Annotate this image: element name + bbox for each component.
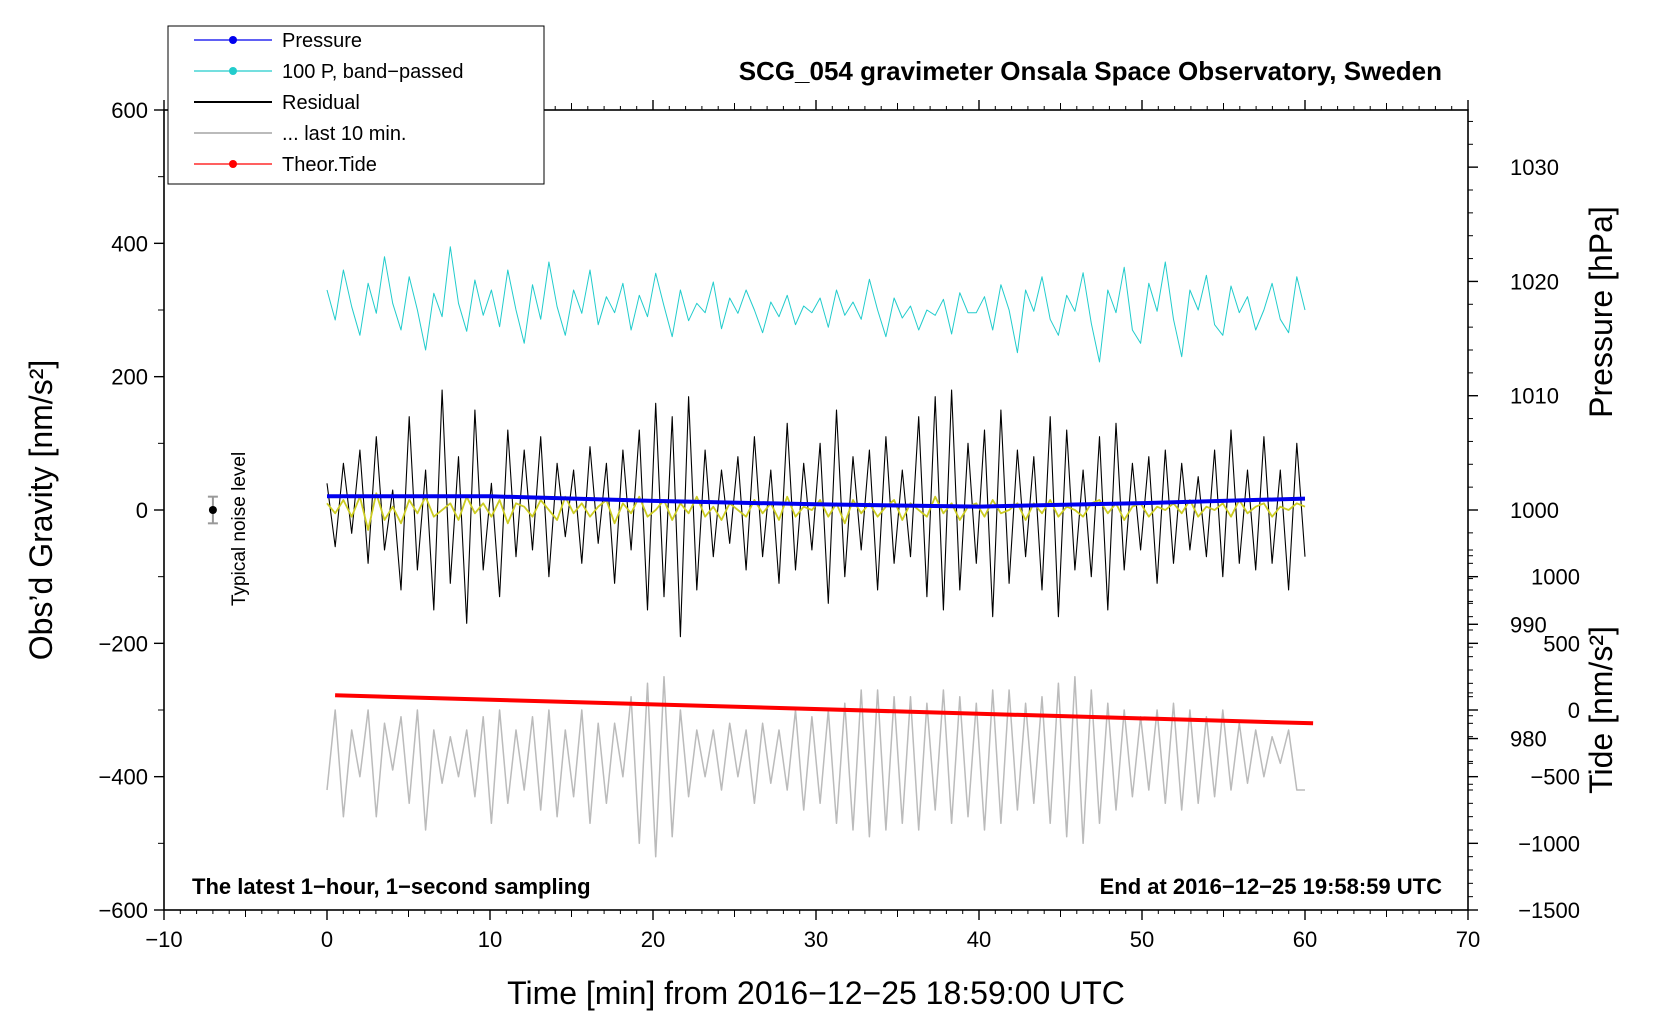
x-tick-label: 0 — [321, 927, 333, 952]
y-left-tick-label: −200 — [98, 631, 148, 656]
y-left-tick-label: 200 — [111, 365, 148, 390]
series-100-p-band-passed — [326, 246, 1306, 363]
chart-title: SCG_054 gravimeter Onsala Space Observat… — [739, 56, 1442, 86]
noise-label: Typical noise level — [229, 452, 250, 606]
noise-marker — [207, 495, 218, 525]
legend-label: 100 P, band−passed — [282, 61, 463, 83]
x-tick-label: 40 — [967, 927, 991, 952]
legend: Pressure 100 P, band−passed Residual ... la… — [167, 25, 545, 185]
tide-tick-label: −1000 — [1518, 831, 1580, 856]
x-tick-label: 70 — [1456, 927, 1480, 952]
pressure-tick-label: 1020 — [1510, 269, 1559, 294]
y-left-tick-label: −400 — [98, 765, 148, 790]
x-axis-title: Time [min] from 2016−12−25 18:59:00 UTC — [507, 975, 1125, 1011]
plot-frame — [163, 109, 1469, 911]
tide-axis-ticks: 1000 500 0 −500 −1000 −1500 — [1468, 549, 1580, 923]
legend-label: ... last 10 min. — [282, 123, 407, 145]
y-left-tick-label: 400 — [111, 231, 148, 256]
tide-tick-label: −500 — [1530, 765, 1580, 790]
note-right: End at 2016−12−25 19:58:59 UTC — [1100, 874, 1443, 899]
series-layer — [326, 246, 1314, 858]
pressure-tick-label: 990 — [1510, 612, 1547, 637]
x-axis-ticks: −10 0 10 20 30 40 50 60 70 — [145, 100, 1480, 952]
noise-point — [208, 506, 217, 514]
tide-tick-label: 1000 — [1531, 565, 1580, 590]
note-left: The latest 1−hour, 1−second sampling — [192, 874, 591, 899]
legend-label: Residual — [282, 92, 360, 114]
tide-tick-label: 500 — [1543, 631, 1580, 656]
y-left-tick-label: 0 — [136, 498, 148, 523]
y-left-axis-title: Obs’d Gravity [nm/s²] — [23, 360, 59, 661]
legend-box — [167, 25, 545, 185]
pressure-tick-label: 980 — [1510, 727, 1547, 752]
x-tick-label: 30 — [804, 927, 828, 952]
pressure-axis-title: Pressure [hPa] — [1583, 206, 1619, 418]
legend-marker — [229, 67, 237, 75]
x-tick-label: 20 — [641, 927, 665, 952]
x-tick-label: 10 — [478, 927, 502, 952]
pressure-tick-label: 1010 — [1510, 384, 1559, 409]
legend-marker — [229, 160, 237, 168]
tide-tick-label: −1500 — [1518, 898, 1580, 923]
pressure-axis-ticks: 1030 1020 1010 1000 990 980 — [1468, 120, 1559, 785]
legend-label: Theor.Tide — [282, 154, 377, 176]
y-left-tick-label: −600 — [98, 898, 148, 923]
y-left-axis-ticks: 600 400 200 0 −200 −400 −600 — [98, 98, 164, 923]
series-last-10-min — [326, 675, 1305, 858]
legend-marker — [229, 36, 237, 44]
tide-tick-label: 0 — [1568, 698, 1580, 723]
y-left-tick-label: 600 — [111, 98, 148, 123]
tide-axis-title: Tide [nm/s²] — [1583, 626, 1619, 794]
series-theor-tide — [335, 693, 1314, 726]
pressure-tick-label: 1030 — [1510, 155, 1559, 180]
series-pressure — [327, 494, 1306, 509]
x-tick-label: 50 — [1130, 927, 1154, 952]
pressure-tick-label: 1000 — [1510, 498, 1559, 523]
x-tick-label: −10 — [145, 927, 182, 952]
series-residual — [326, 389, 1306, 638]
legend-label: Pressure — [282, 30, 362, 52]
x-tick-label: 60 — [1293, 927, 1317, 952]
